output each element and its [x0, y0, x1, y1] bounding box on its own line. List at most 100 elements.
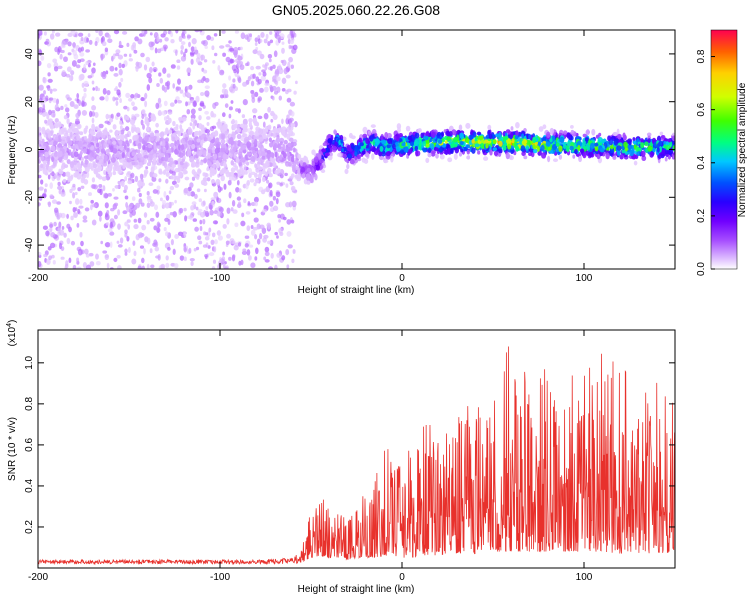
- heatmap-noise-cell: [118, 81, 122, 88]
- heatmap-noise-cell: [186, 108, 191, 115]
- heatmap-noise-cell: [266, 222, 272, 228]
- heatmap-noise-cell: [234, 222, 239, 228]
- heatmap-signal-cell: [144, 119, 149, 125]
- heatmap-signal-cell: [447, 157, 453, 163]
- heatmap-noise-cell: [128, 247, 131, 254]
- heatmap-noise-cell: [204, 128, 211, 134]
- heatmap-noise-cell: [91, 184, 96, 189]
- snr-ytick-label: 0.4: [24, 479, 35, 493]
- heatmap-signal-cell: [340, 138, 344, 144]
- heatmap-noise-cell: [91, 117, 95, 124]
- heatmap-signal-cell: [493, 150, 499, 156]
- heatmap-noise-cell: [58, 212, 63, 218]
- heatmap-noise-cell: [245, 161, 250, 166]
- heatmap-noise-cell: [99, 188, 103, 196]
- heatmap-signal-cell: [214, 130, 219, 137]
- heatmap-noise-cell: [101, 72, 107, 80]
- heatmap-signal-cell: [91, 123, 96, 131]
- heatmap-signal-cell: [44, 183, 48, 188]
- heatmap-noise-cell: [178, 35, 183, 43]
- heatmap-signal-cell: [420, 132, 424, 139]
- heatmap-signal-cell: [150, 113, 156, 120]
- heatmap-noise-cell: [113, 30, 120, 35]
- heatmap-signal-cell: [52, 160, 57, 167]
- heatmap-signal-cell: [150, 166, 155, 173]
- heatmap-noise-cell: [238, 188, 242, 193]
- heatmap-signal-cell: [58, 168, 62, 173]
- heatmap-noise-cell: [43, 31, 47, 36]
- heatmap-noise-cell: [283, 67, 288, 75]
- heatmap-noise-cell: [176, 100, 183, 104]
- heatmap-noise-cell: [222, 52, 227, 57]
- heatmap-noise-cell: [211, 232, 216, 238]
- heatmap-noise-cell: [228, 113, 232, 119]
- colorbar-tick-label: 0.2: [696, 209, 707, 223]
- heatmap-signal-cell: [67, 140, 73, 146]
- heatmap-noise-cell: [217, 65, 221, 72]
- heatmap-signal-cell: [96, 131, 101, 137]
- heatmap-signal-cell: [153, 144, 158, 151]
- heatmap-signal-cell: [612, 131, 618, 137]
- heatmap-noise-cell: [268, 58, 272, 63]
- heatmap-signal-cell: [96, 155, 100, 160]
- heatmap-signal-cell: [67, 128, 72, 134]
- heatmap-signal-cell: [286, 152, 291, 157]
- heatmap-signal-cell: [63, 114, 68, 120]
- heatmap-signal-cell: [288, 137, 294, 142]
- heatmap-signal-cell: [272, 161, 277, 168]
- heatmap-noise-cell: [124, 248, 128, 254]
- heatmap-signal-cell: [44, 151, 49, 158]
- heatmap-noise-cell: [47, 174, 51, 180]
- heatmap-noise-cell: [193, 193, 198, 199]
- heatmap-noise-cell: [252, 73, 256, 79]
- heatmap-signal-cell: [333, 129, 337, 135]
- heatmap-signal-cell: [190, 117, 195, 123]
- heatmap-noise-cell: [123, 53, 128, 57]
- heatmap-noise-cell: [49, 33, 55, 40]
- heatmap-noise-cell: [91, 219, 97, 226]
- heatmap-signal-cell: [262, 134, 268, 140]
- heatmap-noise-cell: [193, 247, 197, 252]
- heatmap-noise-cell: [109, 129, 113, 133]
- heatmap-noise-cell: [63, 56, 68, 63]
- heatmap-noise-cell: [79, 231, 83, 238]
- heatmap-noise-cell: [158, 178, 162, 183]
- heatmap-noise-cell: [179, 89, 184, 94]
- heatmap-noise-cell: [250, 262, 256, 269]
- heatmap-signal-cell: [498, 140, 503, 147]
- heatmap-noise-cell: [57, 181, 61, 187]
- heatmap-signal-cell: [170, 146, 174, 153]
- heatmap-signal-cell: [187, 129, 192, 135]
- heatmap-noise-cell: [259, 53, 265, 60]
- heatmap-noise-cell: [45, 230, 50, 237]
- heatmap-signal-cell: [605, 152, 610, 160]
- heatmap-signal-cell: [318, 145, 324, 150]
- heatmap-noise-cell: [46, 258, 51, 265]
- heatmap-noise-cell: [269, 189, 273, 197]
- heatmap-noise-cell: [169, 201, 172, 209]
- heatmap-signal-cell: [437, 139, 443, 144]
- heatmap-signal-cell: [527, 133, 532, 140]
- heatmap-noise-cell: [60, 192, 66, 197]
- heatmap-noise-cell: [256, 238, 261, 245]
- heatmap-signal-cell: [230, 167, 236, 173]
- heatmap-noise-cell: [163, 190, 167, 198]
- heatmap-noise-cell: [224, 261, 227, 265]
- heatmap-signal-cell: [162, 147, 166, 153]
- heatmap-noise-cell: [292, 44, 298, 51]
- heatmap-signal-cell: [324, 147, 329, 154]
- heatmap-signal-cell: [371, 153, 375, 160]
- heatmap-signal-cell: [341, 147, 345, 153]
- heatmap-noise-cell: [131, 209, 136, 216]
- heatmap-noise-cell: [60, 105, 64, 111]
- heatmap-noise-cell: [106, 89, 111, 96]
- heatmap-signal-cell: [206, 167, 210, 172]
- heatmap-noise-cell: [126, 205, 132, 213]
- heatmap-noise-cell: [102, 185, 106, 192]
- heatmap-noise-cell: [183, 207, 187, 212]
- heatmap-signal-cell: [253, 182, 257, 187]
- heatmap-noise-cell: [245, 211, 251, 215]
- heatmap-noise-cell: [191, 201, 197, 206]
- heatmap-noise-cell: [276, 181, 281, 185]
